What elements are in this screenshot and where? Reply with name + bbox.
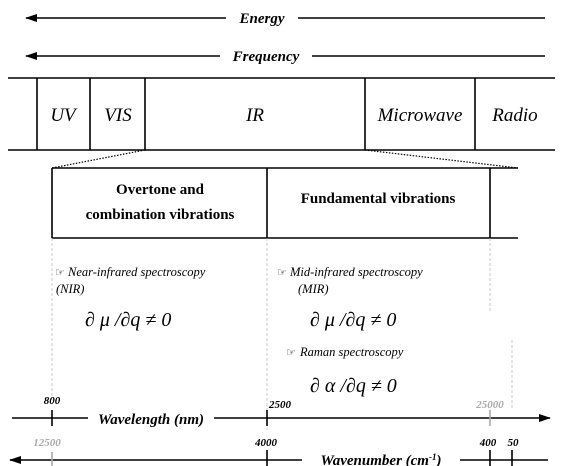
axis-label-exponent: -1 bbox=[429, 452, 437, 462]
region-label: Microwave bbox=[377, 105, 463, 126]
method-name: Near-infrared spectroscopy bbox=[67, 265, 206, 279]
spectrum-band: UV VIS IR Microwave Radio bbox=[8, 77, 555, 151]
band-label: Fundamental vibrations bbox=[301, 191, 456, 207]
label-bg bbox=[88, 410, 214, 428]
region-label: UV bbox=[50, 105, 78, 126]
pointer-icon: ☞ bbox=[286, 347, 296, 359]
tick-label: 800 bbox=[44, 395, 61, 407]
energy-label: Energy bbox=[239, 11, 285, 27]
tick-label: 50 bbox=[508, 437, 520, 449]
region-label: Radio bbox=[491, 105, 537, 126]
method-abbr: (MIR) bbox=[298, 282, 329, 296]
region-label: VIS bbox=[104, 105, 132, 126]
method-abbr: (NIR) bbox=[56, 282, 84, 296]
axis-label: Wavelength (nm) bbox=[98, 412, 204, 428]
label-bg bbox=[302, 452, 460, 466]
tick-label: 12500 bbox=[33, 437, 61, 449]
label-bg bbox=[220, 46, 312, 66]
pointer-icon: ☞ bbox=[277, 267, 287, 279]
method-name: Raman spectroscopy bbox=[299, 345, 404, 359]
axis-label-suffix: ) bbox=[434, 453, 441, 466]
tick-label: 400 bbox=[479, 437, 497, 449]
tick-label: 2500 bbox=[268, 399, 292, 411]
label-bg bbox=[226, 8, 298, 28]
tick-label: 4000 bbox=[254, 437, 278, 449]
axis-label-text: Wavenumber (cm bbox=[321, 453, 429, 466]
formula: ∂ α /∂q ≠ 0 bbox=[310, 375, 397, 397]
band-label: combination vibrations bbox=[86, 207, 235, 223]
ir-bands: Overtone and combination vibrations Fund… bbox=[51, 167, 518, 239]
region-label: IR bbox=[245, 105, 264, 126]
zoom-line bbox=[51, 149, 146, 169]
band-label: Overtone and bbox=[116, 182, 205, 198]
tick-label: 25000 bbox=[475, 399, 504, 411]
method-name: Mid-infrared spectroscopy bbox=[289, 265, 423, 279]
zoom-line bbox=[364, 149, 519, 169]
frequency-label: Frequency bbox=[232, 49, 300, 65]
formula: ∂ μ /∂q ≠ 0 bbox=[310, 309, 396, 331]
axis-label: Wavenumber (cm-1) bbox=[321, 452, 442, 466]
formula: ∂ μ /∂q ≠ 0 bbox=[85, 309, 171, 331]
pointer-icon: ☞ bbox=[55, 267, 65, 279]
